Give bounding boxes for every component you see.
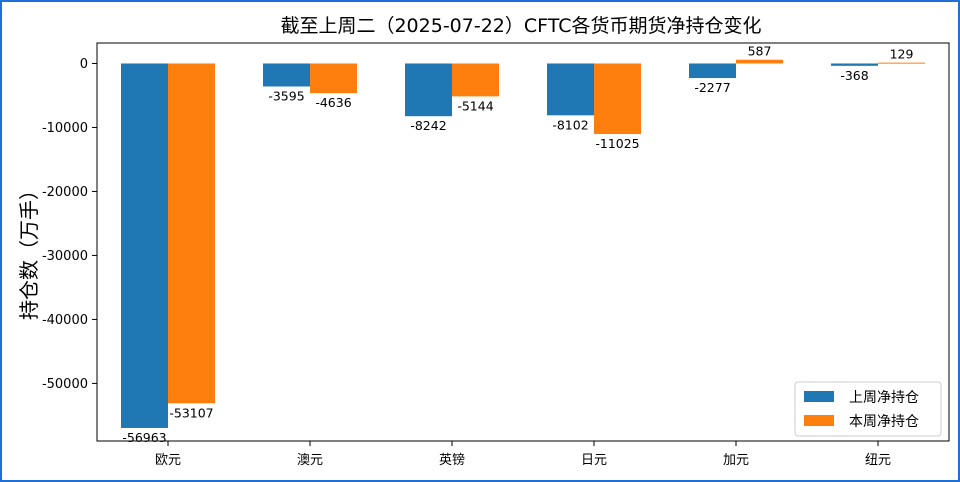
- bar: [689, 63, 736, 79]
- data-label: -8102: [552, 117, 588, 132]
- bar: [594, 63, 641, 135]
- x-tick-label: 英镑: [439, 452, 465, 468]
- chart-marks: 0-10000-20000-30000-40000-50000欧元-56963-…: [42, 44, 925, 468]
- data-label: -53107: [169, 405, 213, 420]
- data-label: -3595: [268, 88, 304, 103]
- bar: [736, 59, 783, 64]
- data-label: -56963: [122, 430, 166, 445]
- x-tick-label: 澳元: [297, 452, 323, 468]
- bar: [452, 63, 499, 97]
- y-tick-label: -20000: [42, 185, 88, 200]
- data-label: -2277: [694, 80, 730, 95]
- bar: [405, 63, 452, 117]
- y-tick-label: -40000: [42, 313, 88, 328]
- x-tick-label: 加元: [723, 453, 749, 468]
- bar: [831, 63, 878, 66]
- bar: [547, 63, 594, 116]
- bar: [168, 63, 215, 404]
- y-tick-label: -30000: [42, 249, 88, 264]
- x-tick-label: 欧元: [155, 453, 181, 468]
- bar: [878, 62, 925, 64]
- data-label: 587: [748, 44, 772, 59]
- data-label: 129: [890, 47, 914, 62]
- data-label: -11025: [595, 136, 639, 151]
- data-label: -5144: [457, 98, 493, 113]
- y-tick-label: -50000: [42, 377, 88, 392]
- data-label: -8242: [410, 118, 446, 133]
- legend-label: 上周净持仓: [849, 390, 919, 406]
- legend-label: 本周净持仓: [849, 414, 919, 430]
- y-axis-label: 持仓数（万手）: [17, 180, 41, 320]
- y-tick-label: 0: [80, 57, 88, 72]
- plot-area-border: [96, 42, 950, 442]
- legend-swatch: [804, 391, 834, 402]
- bar: [263, 63, 310, 87]
- chart-title: 截至上周二（2025-07-22）CFTC各货币期货净持仓变化: [280, 15, 761, 37]
- x-tick-label: 纽元: [865, 453, 891, 468]
- y-tick-label: -10000: [42, 121, 88, 136]
- bar: [121, 63, 168, 428]
- data-label: -368: [840, 68, 868, 83]
- bar: [310, 63, 357, 94]
- data-label: -4636: [315, 95, 351, 110]
- legend-swatch: [804, 415, 834, 426]
- x-tick-label: 日元: [581, 453, 607, 468]
